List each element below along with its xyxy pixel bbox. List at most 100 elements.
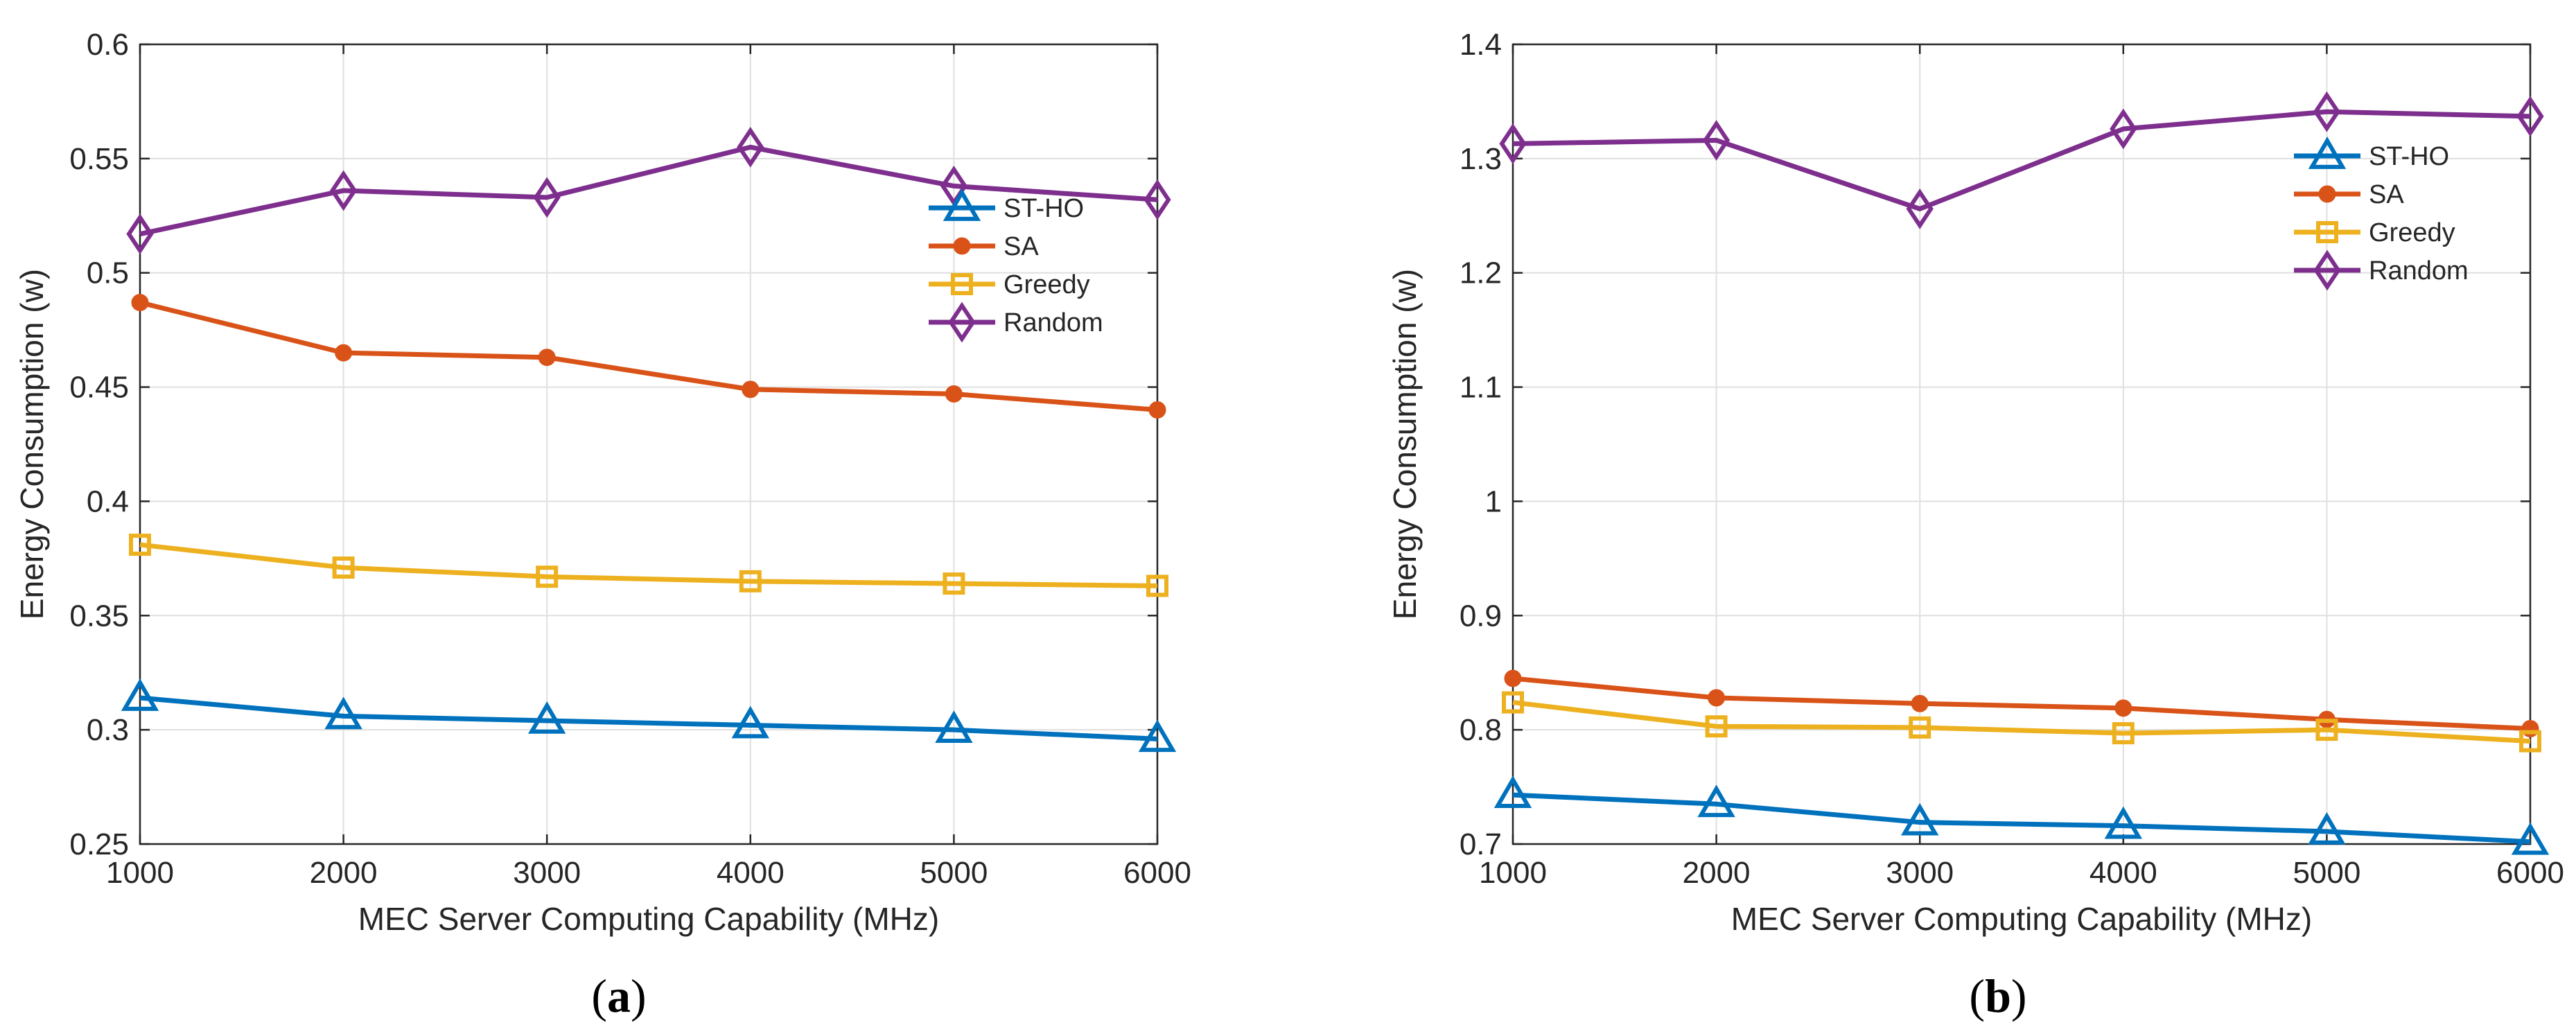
legend-swatch-marker xyxy=(2318,185,2336,203)
data-point-greedy xyxy=(2315,719,2338,741)
y-tick-label: 1.2 xyxy=(1460,256,1502,290)
x-tick-label: 1000 xyxy=(1479,856,1547,890)
data-point-sa xyxy=(131,294,149,312)
legend-label: ST-HO xyxy=(1004,194,1084,223)
series-line-st-ho xyxy=(1512,792,2531,845)
x-tick-label: 4000 xyxy=(717,856,785,890)
legend-label: Greedy xyxy=(2369,218,2455,247)
y-tick-label: 0.45 xyxy=(69,371,129,405)
legend-item-greedy: Greedy xyxy=(929,270,1090,299)
data-point-greedy xyxy=(1909,716,1931,739)
series-line-sa xyxy=(139,300,1158,413)
legend-item-random: Random xyxy=(929,301,1103,343)
legend-swatch-marker xyxy=(951,273,973,295)
data-point-sa xyxy=(335,344,353,362)
x-tick-label: 1000 xyxy=(106,856,174,890)
x-tick-label: 5000 xyxy=(2293,856,2360,890)
data-point-sa xyxy=(1708,689,1726,707)
data-point-st-ho xyxy=(935,710,973,743)
data-point-st-ho xyxy=(2104,806,2143,839)
data-point-st-ho xyxy=(2511,822,2550,855)
y-tick-label: 0.5 xyxy=(87,256,129,290)
legend-label: Greedy xyxy=(1004,270,1090,299)
series-line-random xyxy=(1512,109,2531,211)
x-tick-label: 3000 xyxy=(513,856,581,890)
x-axis-label: MEC Server Computing Capability (MHz) xyxy=(358,901,939,937)
legend-label: ST-HO xyxy=(2369,142,2449,171)
legend-item-sa: SA xyxy=(2294,180,2404,209)
y-axis-label: Energy Consumption (w) xyxy=(1387,269,1423,620)
data-point-random xyxy=(329,170,358,211)
legend-item-sa: SA xyxy=(929,232,1039,261)
series-sa xyxy=(131,294,1166,419)
data-point-sa xyxy=(1911,694,1929,712)
series-line-greedy xyxy=(139,542,1158,588)
x-tick-label: 2000 xyxy=(310,856,378,890)
panel-caption-letter: a xyxy=(607,969,631,1022)
legend-label: SA xyxy=(2369,180,2404,209)
legend-item-random: Random xyxy=(2294,249,2469,291)
data-point-greedy xyxy=(943,572,965,595)
legend-label: SA xyxy=(1004,232,1039,261)
legend-label: Random xyxy=(1004,308,1103,337)
x-tick-label: 6000 xyxy=(1123,856,1191,890)
data-point-greedy xyxy=(2519,730,2541,753)
panel-caption: (b) xyxy=(1969,969,2026,1022)
x-tick-label: 4000 xyxy=(2089,856,2157,890)
data-point-random xyxy=(1906,188,1934,229)
x-tick-label: 3000 xyxy=(1886,856,1954,890)
data-point-greedy xyxy=(536,565,559,588)
legend-swatch-marker xyxy=(953,237,971,255)
legend-item-st-ho: ST-HO xyxy=(2294,137,2449,171)
series-greedy xyxy=(1502,691,2541,753)
data-point-random xyxy=(126,213,154,255)
y-tick-label: 1.4 xyxy=(1460,28,1502,62)
x-tick-label: 5000 xyxy=(920,856,988,890)
data-point-st-ho xyxy=(731,705,770,739)
data-point-random xyxy=(533,177,561,218)
y-axis: 0.7 0.8 0.9 1 1.1 1.2 1.3 1.4 xyxy=(1460,28,2530,861)
y-tick-label: 0.55 xyxy=(69,142,129,176)
data-point-random xyxy=(2110,108,2137,150)
data-point-greedy xyxy=(1502,691,1524,714)
panel-caption: (a) xyxy=(591,969,646,1022)
x-tick-label: 6000 xyxy=(2496,856,2564,890)
panel-caption-letter: b xyxy=(1985,969,2011,1022)
y-tick-label: 0.25 xyxy=(69,827,129,861)
chart-panel-a: 1000 2000 3000 4000 5000 6000 0.250.30.350.40… xyxy=(14,28,1191,1022)
data-point-greedy xyxy=(2112,722,2135,745)
y-tick-label: 0.7 xyxy=(1460,827,1502,861)
x-axis: 1000 2000 3000 4000 5000 6000 xyxy=(106,44,1191,890)
series-line-st-ho xyxy=(139,695,1158,741)
data-point-st-ho xyxy=(527,701,566,734)
data-point-st-ho xyxy=(2308,811,2346,845)
legend-swatch-marker xyxy=(2308,137,2347,169)
data-point-random xyxy=(737,126,764,168)
x-tick-label: 2000 xyxy=(1683,856,1751,890)
series-line-random xyxy=(139,144,1158,237)
legend-swatch-marker xyxy=(2313,249,2341,291)
data-point-st-ho xyxy=(1900,802,1939,836)
data-point-random xyxy=(2313,91,2341,132)
y-tick-label: 1.1 xyxy=(1460,371,1502,405)
legend-label: Random xyxy=(2369,256,2469,286)
legend: ST-HO SA Greedy Random xyxy=(2294,137,2469,291)
data-point-random xyxy=(1499,123,1527,164)
data-point-greedy xyxy=(1705,715,1728,738)
data-point-greedy xyxy=(739,570,762,592)
legend-swatch-marker xyxy=(943,188,981,221)
y-tick-label: 0.35 xyxy=(69,599,129,633)
y-tick-label: 0.6 xyxy=(87,28,129,62)
y-tick-label: 0.3 xyxy=(87,713,129,747)
data-point-greedy xyxy=(129,534,151,556)
data-point-st-ho xyxy=(1697,784,1735,818)
series-group xyxy=(1493,91,2550,855)
data-point-st-ho xyxy=(324,696,362,730)
x-axis: 1000 2000 3000 4000 5000 6000 xyxy=(1479,44,2564,890)
chart-panel-b: 1000 2000 3000 4000 5000 6000 0.7 0.8 0.9 1 1.1 1.… xyxy=(1387,28,2564,1022)
data-point-random xyxy=(2516,96,2544,137)
data-point-st-ho xyxy=(121,678,159,711)
legend-swatch-marker xyxy=(948,301,976,343)
data-point-random xyxy=(1702,120,1731,161)
y-tick-label: 1.3 xyxy=(1460,142,1502,176)
